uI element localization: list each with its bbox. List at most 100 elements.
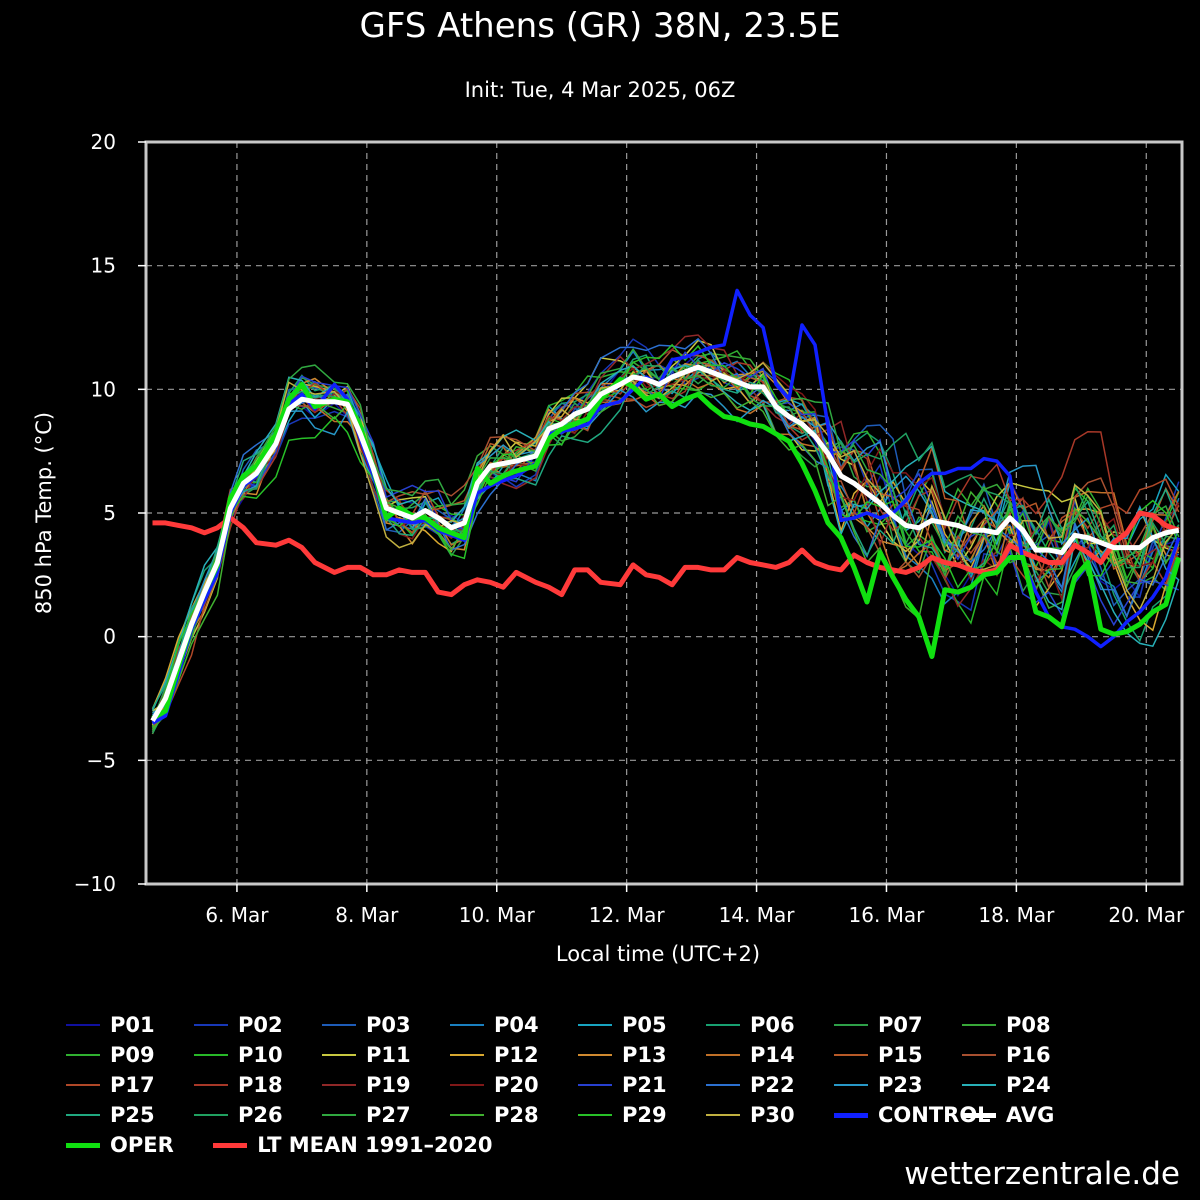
legend-label: AVG <box>1006 1103 1055 1127</box>
chart-canvas: 6. Mar 8. Mar 10. Mar 12. Mar 14. Mar 16. Mar… <box>32 130 1185 966</box>
legend-item-p03: P03 <box>322 1010 411 1040</box>
legend-swatch <box>450 1054 484 1056</box>
y-tick-label: 5 <box>103 501 116 525</box>
legend-item-p02: P02 <box>194 1010 283 1040</box>
legend-label: LT MEAN 1991–2020 <box>257 1133 493 1157</box>
legend-item-p01: P01 <box>66 1010 155 1040</box>
x-tick-label: 18. Mar <box>978 903 1055 927</box>
legend-label: P08 <box>1006 1013 1051 1037</box>
legend-label: P09 <box>110 1043 155 1067</box>
legend-label: P03 <box>366 1013 411 1037</box>
x-axis-label: Local time (UTC+2) <box>556 942 760 966</box>
legend-swatch <box>834 1024 868 1026</box>
y-tick-label: 15 <box>91 254 116 278</box>
legend-swatch <box>450 1084 484 1086</box>
x-tick-label: 16. Mar <box>849 903 926 927</box>
legend-swatch <box>322 1024 356 1026</box>
legend-label: P11 <box>366 1043 411 1067</box>
legend-label: P13 <box>622 1043 667 1067</box>
legend-item-p23: P23 <box>834 1070 923 1100</box>
legend-label: P18 <box>238 1073 283 1097</box>
legend-item-p18: P18 <box>194 1070 283 1100</box>
legend-swatch <box>706 1054 740 1056</box>
legend-swatch <box>194 1114 228 1116</box>
legend-swatch <box>706 1114 740 1116</box>
legend-swatch <box>962 1112 996 1118</box>
legend-label: P15 <box>878 1043 923 1067</box>
legend-swatch <box>706 1084 740 1086</box>
legend-swatch <box>578 1054 612 1056</box>
legend-item-p09: P09 <box>66 1040 155 1070</box>
legend-item-p20: P20 <box>450 1070 539 1100</box>
legend-item-p17: P17 <box>66 1070 155 1100</box>
legend-item-p25: P25 <box>66 1100 155 1130</box>
legend-swatch <box>834 1054 868 1056</box>
legend-item-p27: P27 <box>322 1100 411 1130</box>
chart-subtitle: Init: Tue, 4 Mar 2025, 06Z <box>464 78 736 102</box>
legend-label: P14 <box>750 1043 795 1067</box>
legend-swatch <box>962 1084 996 1086</box>
legend-swatch <box>322 1114 356 1116</box>
legend-label: P27 <box>366 1103 411 1127</box>
ensemble-line-p29 <box>151 343 1180 728</box>
legend-label: P16 <box>1006 1043 1051 1067</box>
legend-item-p08: P08 <box>962 1010 1051 1040</box>
y-tick-label: 20 <box>91 130 116 154</box>
legend-label: P05 <box>622 1013 667 1037</box>
legend-label: P17 <box>110 1073 155 1097</box>
legend-label: P24 <box>1006 1073 1051 1097</box>
legend-label: P25 <box>110 1103 155 1127</box>
legend-label: P02 <box>238 1013 283 1037</box>
ensemble-line-p28 <box>151 381 1180 730</box>
legend-label: P22 <box>750 1073 795 1097</box>
legend-swatch <box>322 1084 356 1086</box>
legend-item-p28: P28 <box>450 1100 539 1130</box>
legend-label: P01 <box>110 1013 155 1037</box>
x-tick-label: 12. Mar <box>589 903 666 927</box>
legend-label: P10 <box>238 1043 283 1067</box>
legend-label: P28 <box>494 1103 539 1127</box>
legend-swatch <box>322 1054 356 1056</box>
legend-item-p22: P22 <box>706 1070 795 1100</box>
legend-swatch <box>834 1112 868 1118</box>
legend-swatch <box>213 1142 248 1148</box>
legend-label: P30 <box>750 1103 795 1127</box>
legend-swatch <box>194 1084 228 1086</box>
ensemble-line-p30 <box>151 361 1180 726</box>
legend-label: P29 <box>622 1103 667 1127</box>
y-tick-label: −10 <box>74 872 116 896</box>
legend-swatch <box>66 1054 100 1056</box>
legend-label: P04 <box>494 1013 539 1037</box>
legend-label: P23 <box>878 1073 923 1097</box>
legend-swatch <box>578 1114 612 1116</box>
legend-item-p07: P07 <box>834 1010 923 1040</box>
y-axis-label: 850 hPa Temp. (°C) <box>32 412 56 614</box>
legend-swatch <box>578 1024 612 1026</box>
legend-item-p13: P13 <box>578 1040 667 1070</box>
legend-swatch <box>706 1024 740 1026</box>
legend-label: P19 <box>366 1073 411 1097</box>
legend-item-p24: P24 <box>962 1070 1051 1100</box>
legend-item-oper: OPER <box>66 1130 174 1160</box>
chart-title: GFS Athens (GR) 38N, 23.5E <box>359 6 841 46</box>
legend-label: OPER <box>110 1133 174 1157</box>
y-tick-label: −5 <box>87 748 116 772</box>
legend-label: P26 <box>238 1103 283 1127</box>
legend-swatch <box>194 1024 228 1026</box>
legend-item-p21: P21 <box>578 1070 667 1100</box>
legend-item-p12: P12 <box>450 1040 539 1070</box>
legend-item-avg: AVG <box>962 1100 1054 1130</box>
avg-line <box>150 364 1180 723</box>
legend-item-lt-mean-1991-2020: LT MEAN 1991–2020 <box>213 1130 493 1160</box>
legend-item-p29: P29 <box>578 1100 667 1130</box>
y-tick-label: 10 <box>91 377 116 401</box>
legend-label: P21 <box>622 1073 667 1097</box>
x-tick-label: 14. Mar <box>719 903 796 927</box>
watermark: wetterzentrale.de <box>904 1156 1180 1192</box>
legend-swatch <box>962 1024 996 1026</box>
x-tick-label: 20. Mar <box>1108 903 1185 927</box>
lt-mean-line <box>152 510 1180 598</box>
legend-item-p05: P05 <box>578 1010 667 1040</box>
y-tick-label: 0 <box>103 625 116 649</box>
x-tick-label: 10. Mar <box>459 903 536 927</box>
